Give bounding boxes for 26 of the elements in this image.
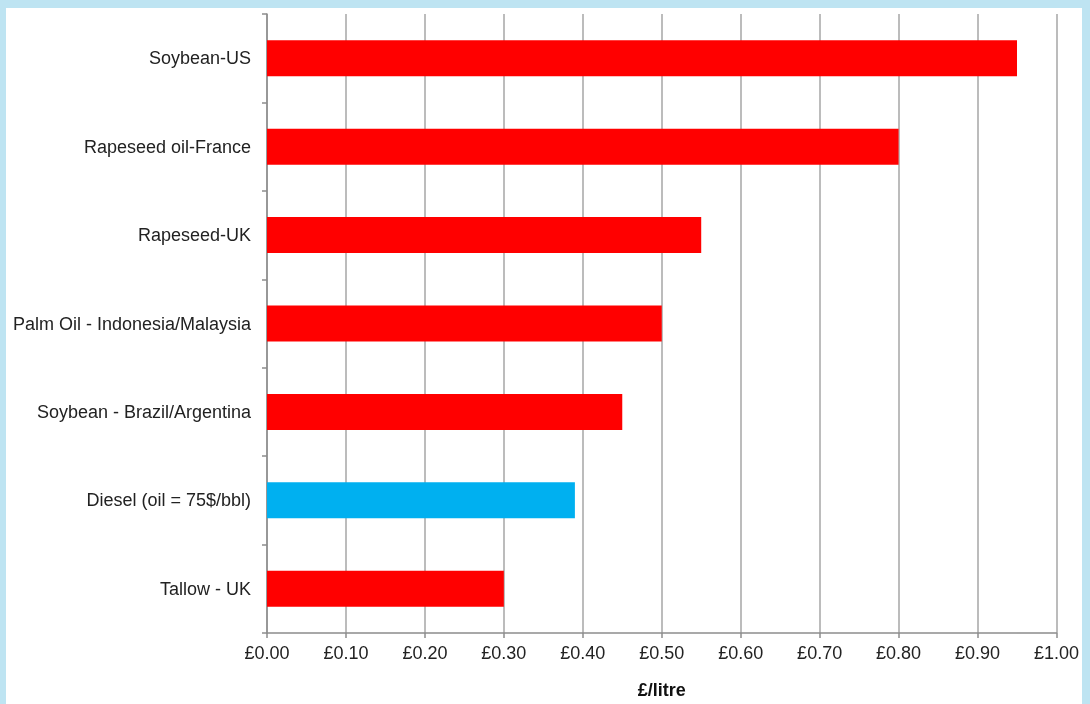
x-tick-label: £1.00: [1033, 643, 1079, 663]
bar: [267, 393, 623, 430]
y-tick-label: Rapeseed oil-France: [83, 136, 251, 157]
x-tick-label: £0.30: [481, 643, 527, 663]
x-tick-label: £0.50: [639, 643, 685, 663]
x-tick-label: £0.20: [402, 643, 448, 663]
y-tick-label: Soybean-US: [148, 48, 251, 69]
bar: [267, 305, 662, 342]
x-tick-label: £0.00: [244, 643, 290, 663]
y-tick-label: Tallow - UK: [159, 578, 251, 599]
bar: [267, 40, 1017, 77]
y-tick-label: Palm Oil - Indonesia/Malaysia: [12, 313, 252, 334]
x-tick-label: £0.40: [560, 643, 606, 663]
bar: [267, 128, 899, 165]
bar: [267, 217, 702, 254]
x-tick-label: £0.70: [797, 643, 843, 663]
x-tick-label: £0.60: [718, 643, 764, 663]
bar: [267, 482, 575, 519]
y-tick-label: Diesel (oil = 75$/bbl): [86, 490, 251, 511]
y-tick-label: Soybean - Brazil/Argentina: [36, 401, 252, 422]
y-tick-label: Rapeseed-UK: [137, 225, 251, 246]
x-tick-label: £0.90: [955, 643, 1001, 663]
bar: [267, 570, 504, 607]
x-axis-title: £/litre: [637, 680, 686, 700]
x-tick-label: £0.10: [323, 643, 369, 663]
x-tick-label: £0.80: [876, 643, 922, 663]
